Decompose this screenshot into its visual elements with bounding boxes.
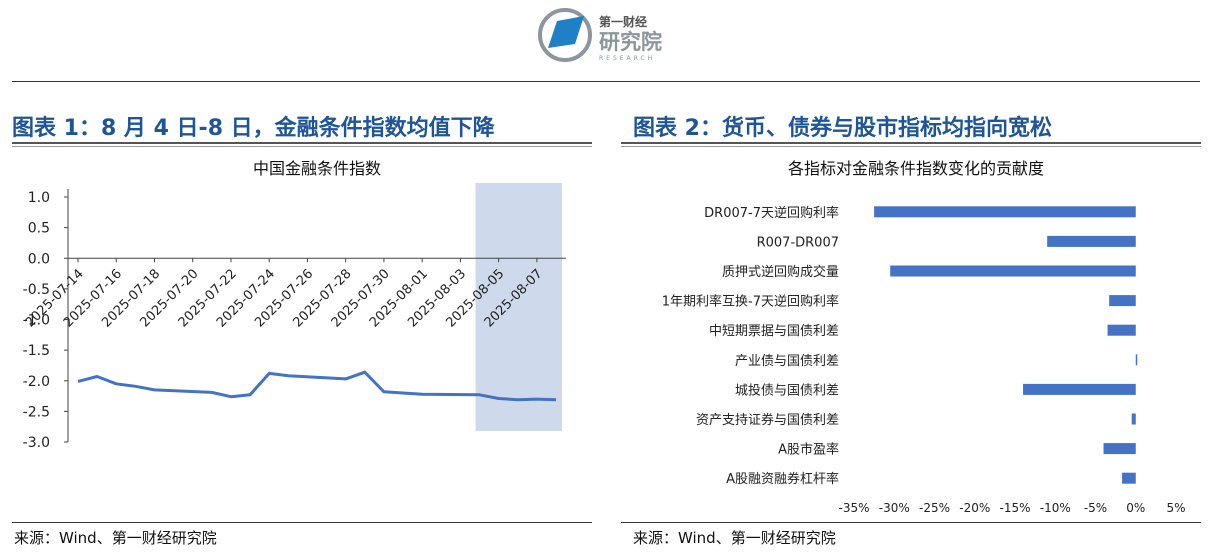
bar	[1131, 413, 1136, 425]
category-label: 质押式逆回购成交量	[722, 264, 839, 280]
x-tick-label: -35%	[838, 501, 869, 515]
bar	[1107, 324, 1136, 336]
bar	[1047, 235, 1136, 247]
category-label: A股融资融券杠杆率	[726, 471, 839, 487]
logo-ring	[538, 8, 592, 62]
category-label: 1年期利率互换-7天逆回购利率	[662, 294, 839, 310]
logo-small-text: 第一财经	[599, 14, 647, 29]
y-tick-label: -1.5	[23, 343, 50, 359]
bar-chart: 各指标对金融条件指数变化的贡献度 DR007-7天逆回购利率 R007-DR007 质…	[662, 159, 1186, 515]
right-source-note: 来源：Wind、第一财经研究院	[633, 529, 836, 547]
bar	[1135, 354, 1138, 366]
right-footer-rule	[621, 522, 1201, 523]
category-label: 资产支持证券与国债利差	[696, 412, 839, 428]
category-label: 中短期票据与国债利差	[709, 324, 839, 339]
y-tick-label: -3.0	[23, 435, 50, 451]
left-section-title: 图表 1：8 月 4 日-8 日，金融条件指数均值下降	[12, 116, 495, 141]
x-tick-label: -25%	[919, 501, 950, 515]
left-title-rule-thin	[12, 146, 592, 147]
bar	[1122, 472, 1136, 484]
highlight-band	[475, 183, 562, 431]
bar	[1109, 295, 1136, 307]
y-tick-label: 0.5	[28, 221, 50, 237]
right-section-title: 图表 2：货币、债券与股市指标均指向宽松	[633, 116, 1052, 141]
logo-emblem	[548, 16, 584, 48]
report-header: 第一财经 研究院 RESEARCH	[0, 0, 1213, 82]
fci-series-line	[77, 370, 557, 402]
line-chart-title: 中国金融条件指数	[253, 159, 381, 178]
logo-sub-text: RESEARCH	[599, 55, 655, 62]
category-label: DR007-7天逆回购利率	[704, 205, 839, 221]
bar-chart-title: 各指标对金融条件指数变化的贡献度	[788, 159, 1044, 178]
right-title-rule-thin	[621, 146, 1201, 147]
y-tick-label: -1.0	[23, 313, 50, 329]
x-tick-label: 5%	[1166, 501, 1185, 515]
y-tick-label: 1.0	[28, 190, 50, 206]
bar	[874, 206, 1136, 218]
x-tick-label: 0%	[1126, 501, 1145, 515]
category-label: 产业债与国债利差	[735, 354, 839, 369]
left-footer-rule	[12, 522, 592, 523]
x-tick-label: -15%	[999, 501, 1030, 515]
left-source-note: 来源：Wind、第一财经研究院	[14, 529, 217, 547]
category-label: A股市盈率	[778, 442, 839, 458]
bar	[1023, 383, 1136, 395]
x-tick-label: -20%	[959, 501, 990, 515]
bar	[1103, 443, 1136, 455]
header-divider	[12, 81, 1200, 82]
research-logo: 第一财经 研究院 RESEARCH	[538, 8, 662, 62]
bar	[890, 265, 1136, 277]
x-tick-label: -10%	[1040, 501, 1071, 515]
x-tick-label: -30%	[879, 501, 910, 515]
y-tick-label: -2.0	[23, 374, 50, 390]
y-tick-label: -0.5	[23, 282, 50, 298]
logo-large-text: 研究院	[599, 30, 662, 54]
category-label: R007-DR007	[757, 235, 839, 250]
right-title-rule	[621, 142, 1201, 144]
y-tick-label: 0.0	[28, 251, 50, 267]
line-chart: 中国金融条件指数 1.0 0.5 0.0 -0.5 -1.0 -1.5 -2.0 -2.5 -3.…	[23, 159, 566, 451]
y-tick-label: -2.5	[23, 404, 50, 420]
left-title-rule	[12, 142, 592, 144]
category-label: 城投债与国债利差	[735, 382, 839, 398]
x-tick-label: -5%	[1084, 501, 1107, 515]
